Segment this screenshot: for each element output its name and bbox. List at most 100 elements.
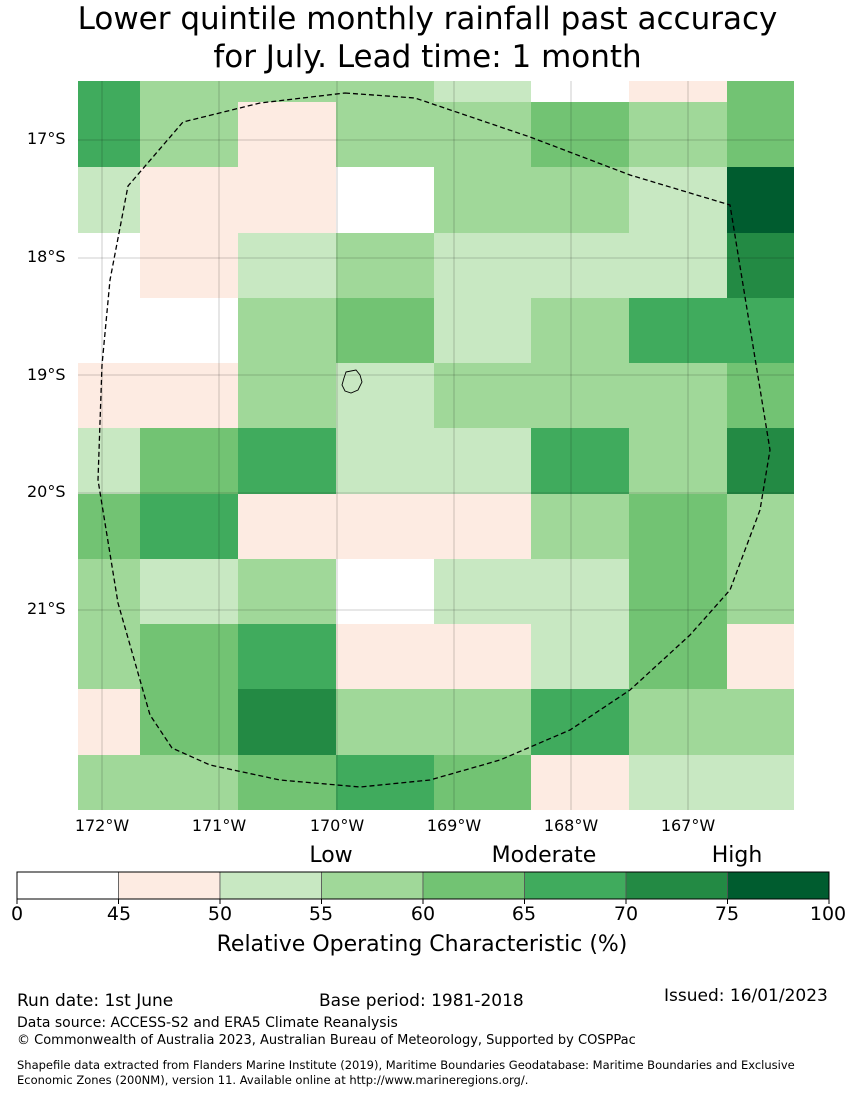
category-moderate: Moderate: [491, 843, 597, 868]
graticule-lines: [78, 81, 794, 810]
grid-cell: [238, 559, 336, 624]
base-period: Base period: 1981-2018: [319, 991, 524, 1011]
grid-cell: [78, 559, 140, 624]
grid-cell: [531, 428, 629, 494]
grid-cell: [727, 624, 794, 689]
grid-cell: [238, 689, 336, 755]
grid-cell: [629, 559, 727, 624]
grid-cell: [238, 233, 336, 298]
grid-cell: [434, 559, 531, 624]
grid-cell: [531, 167, 629, 233]
lon-label-170w: 170°W: [309, 816, 365, 835]
grid-cell: [336, 102, 434, 167]
issued-date: Issued: 16/01/2023: [664, 986, 828, 1006]
data-source: Data source: ACCESS-S2 and ERA5 Climate …: [17, 1015, 398, 1031]
lat-label-20s: 20°S: [27, 482, 66, 501]
grid-cell: [140, 102, 238, 167]
lon-label-167w: 167°W: [660, 816, 716, 835]
grid-cell: [629, 233, 727, 298]
colorbar-segment: [625, 871, 728, 900]
category-low: Low: [309, 843, 353, 868]
grid-cell: [336, 233, 434, 298]
grid-cell: [140, 298, 238, 363]
map-title: Lower quintile monthly rainfall past acc…: [0, 0, 855, 76]
grid-cell: [238, 494, 336, 559]
grid-cell: [140, 494, 238, 559]
grid-cell: [434, 102, 531, 167]
grid-cell: [727, 559, 794, 624]
lat-label-17s: 17°S: [27, 129, 66, 148]
grid-cell: [78, 102, 140, 167]
grid-cell: [336, 298, 434, 363]
grid-cell: [78, 298, 140, 363]
grid-cell: [140, 624, 238, 689]
grid-cell: [434, 363, 531, 428]
colorbar-segment: [219, 871, 322, 900]
grid-cell: [727, 81, 794, 102]
grid-cell: [629, 624, 727, 689]
grid-cell: [434, 298, 531, 363]
grid-cell: [531, 233, 629, 298]
grid-cell: [531, 494, 629, 559]
grid-cell: [336, 624, 434, 689]
grid-cell: [238, 428, 336, 494]
colorbar-segment: [524, 871, 627, 900]
grid-cell: [78, 81, 140, 102]
grid-cell: [336, 689, 434, 755]
grid-cell: [531, 755, 629, 810]
lon-label-168w: 168°W: [543, 816, 599, 835]
colorbar-tick: 55: [308, 903, 334, 925]
grid-cell: [238, 298, 336, 363]
grid-cell: [336, 494, 434, 559]
grid-cell: [140, 233, 238, 298]
grid-cell: [434, 689, 531, 755]
grid-cell: [140, 689, 238, 755]
grid-cell: [434, 81, 531, 102]
grid-cell: [238, 102, 336, 167]
shapefile-credit-2: Economic Zones (200NM), version 11. Avai…: [17, 1073, 529, 1087]
colorbar-segment: [727, 871, 830, 900]
colorbar-segment: [16, 871, 119, 900]
lon-label-171w: 171°W: [191, 816, 247, 835]
lon-label-172w: 172°W: [74, 816, 130, 835]
colorbar-segment: [321, 871, 424, 900]
run-date: Run date: 1st June: [17, 991, 174, 1011]
grid-cell: [629, 755, 727, 810]
colorbar-tick: 65: [511, 903, 537, 925]
grid-cell: [336, 81, 434, 102]
grid-cell: [336, 559, 434, 624]
grid-cell: [531, 81, 629, 102]
lat-label-21s: 21°S: [27, 599, 66, 618]
colorbar-label: Relative Operating Characteristic (%): [216, 932, 628, 957]
grid-cell: [78, 689, 140, 755]
grid-cell: [140, 363, 238, 428]
grid-cell: [629, 167, 727, 233]
grid-cell: [140, 755, 238, 810]
grid-cell: [238, 624, 336, 689]
colorbar-segment: [422, 871, 525, 900]
grid-cell: [727, 167, 794, 233]
grid-cell: [531, 559, 629, 624]
grid-cell: [434, 428, 531, 494]
grid-cell: [434, 167, 531, 233]
grid-cell: [336, 755, 434, 810]
eez-boundary: [97, 92, 771, 788]
grid-cell: [140, 167, 238, 233]
grid-cell: [78, 167, 140, 233]
grid-cell: [727, 102, 794, 167]
grid-cell: [629, 102, 727, 167]
lon-label-169w: 169°W: [426, 816, 482, 835]
grid-cell: [727, 298, 794, 363]
grid-cell: [727, 233, 794, 298]
grid-cell: [531, 102, 629, 167]
grid-cell: [629, 494, 727, 559]
shapefile-credit-1: Shapefile data extracted from Flanders M…: [17, 1058, 795, 1072]
grid-cell: [629, 81, 727, 102]
grid-cell: [531, 363, 629, 428]
grid-cell: [78, 428, 140, 494]
grid-cell: [434, 494, 531, 559]
grid-cell: [727, 689, 794, 755]
grid-cell: [531, 298, 629, 363]
lat-label-18s: 18°S: [27, 247, 66, 266]
